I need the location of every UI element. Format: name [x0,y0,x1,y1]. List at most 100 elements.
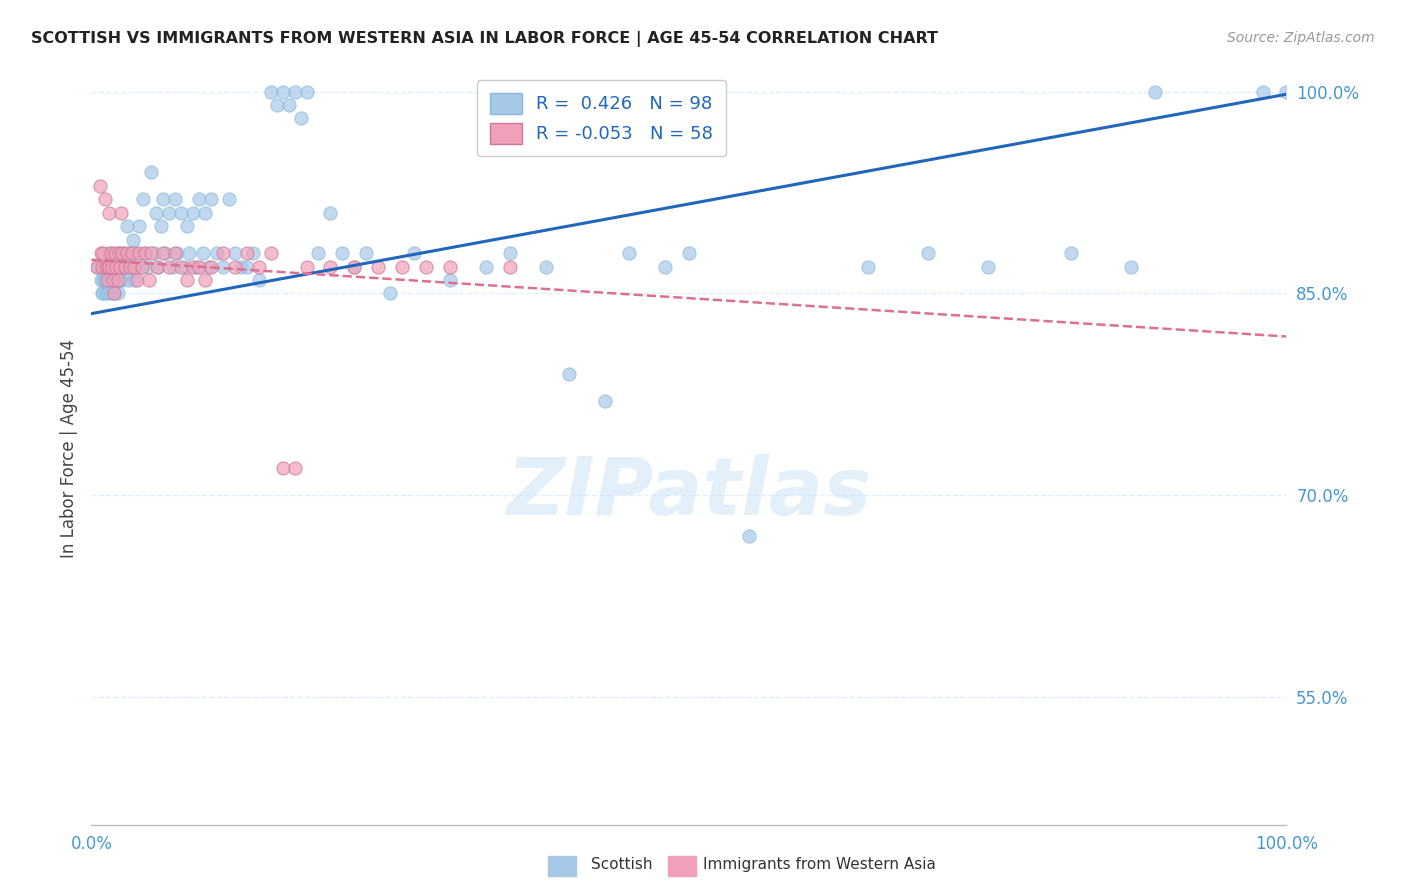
Point [343,260,366,274]
Point [131,260,153,274]
Point [146,260,169,274]
Point [98,260,121,274]
Point [378,286,402,301]
Point [163,246,186,260]
Point [108,246,131,260]
Point [277,98,299,112]
Point [295,85,318,99]
Point [111,246,134,260]
Text: ZIPatlas: ZIPatlas [506,454,872,533]
Legend: R =  0.426   N = 98, R = -0.053   N = 58: R = 0.426 N = 98, R = -0.053 N = 58 [477,80,725,156]
Point [284,85,307,99]
Point [247,260,270,274]
Point [115,246,138,260]
Point [121,260,143,274]
Point [93,192,115,206]
Point [157,205,180,219]
Point [271,85,294,99]
Point [134,246,156,260]
Point [319,205,342,219]
Point [367,260,389,274]
Point [97,260,120,274]
Point [439,273,461,287]
Point [114,260,136,274]
Point [125,246,148,260]
Point [96,273,118,287]
Text: Immigrants from Western Asia: Immigrants from Western Asia [703,857,936,872]
Point [149,219,172,234]
Point [1275,85,1298,99]
Point [93,246,114,260]
Point [118,246,141,260]
Point [194,273,217,287]
Point [176,273,198,287]
Point [110,205,132,219]
Point [100,286,122,301]
Point [1144,85,1167,99]
Point [105,260,128,274]
Point [134,246,156,260]
Point [132,192,155,206]
Text: Source: ZipAtlas.com: Source: ZipAtlas.com [1227,31,1375,45]
Point [211,246,233,260]
Point [107,286,129,301]
Point [218,192,240,206]
Point [105,273,128,287]
Point [678,246,700,260]
Point [145,205,167,219]
Point [93,273,114,287]
Point [112,246,135,260]
Point [1119,260,1142,274]
Point [1060,246,1083,260]
Y-axis label: In Labor Force | Age 45-54: In Labor Force | Age 45-54 [59,339,77,558]
Point [108,273,131,287]
Point [131,260,153,274]
Point [96,273,118,287]
Point [271,461,294,475]
Point [152,192,174,206]
Point [122,233,145,247]
Point [97,286,120,301]
Point [115,219,138,234]
Point [128,246,150,260]
Point [98,273,121,287]
Point [121,246,143,260]
Point [242,246,264,260]
Point [737,529,759,543]
Point [110,260,132,274]
Point [91,286,114,301]
Point [128,219,150,234]
Point [391,260,413,274]
Point [166,246,188,260]
Point [181,260,204,274]
Point [200,260,222,274]
Point [856,260,880,274]
Point [152,246,174,260]
Point [94,286,117,301]
Point [170,260,193,274]
Point [200,192,222,206]
Point [136,260,159,274]
Point [98,246,121,260]
Point [295,260,318,274]
Point [235,246,259,260]
Point [179,246,201,260]
Point [93,273,115,287]
Point [157,260,180,274]
Point [474,260,498,274]
Point [534,260,557,274]
Point [155,246,177,260]
Point [90,273,112,287]
Point [100,260,122,274]
Point [94,260,117,274]
Point [415,260,437,274]
Point [187,192,211,206]
Point [619,246,641,260]
Point [107,273,129,287]
Point [114,260,136,274]
Point [290,112,312,126]
Point [307,246,329,260]
Point [108,246,131,260]
Point [259,85,281,99]
Point [211,260,233,274]
